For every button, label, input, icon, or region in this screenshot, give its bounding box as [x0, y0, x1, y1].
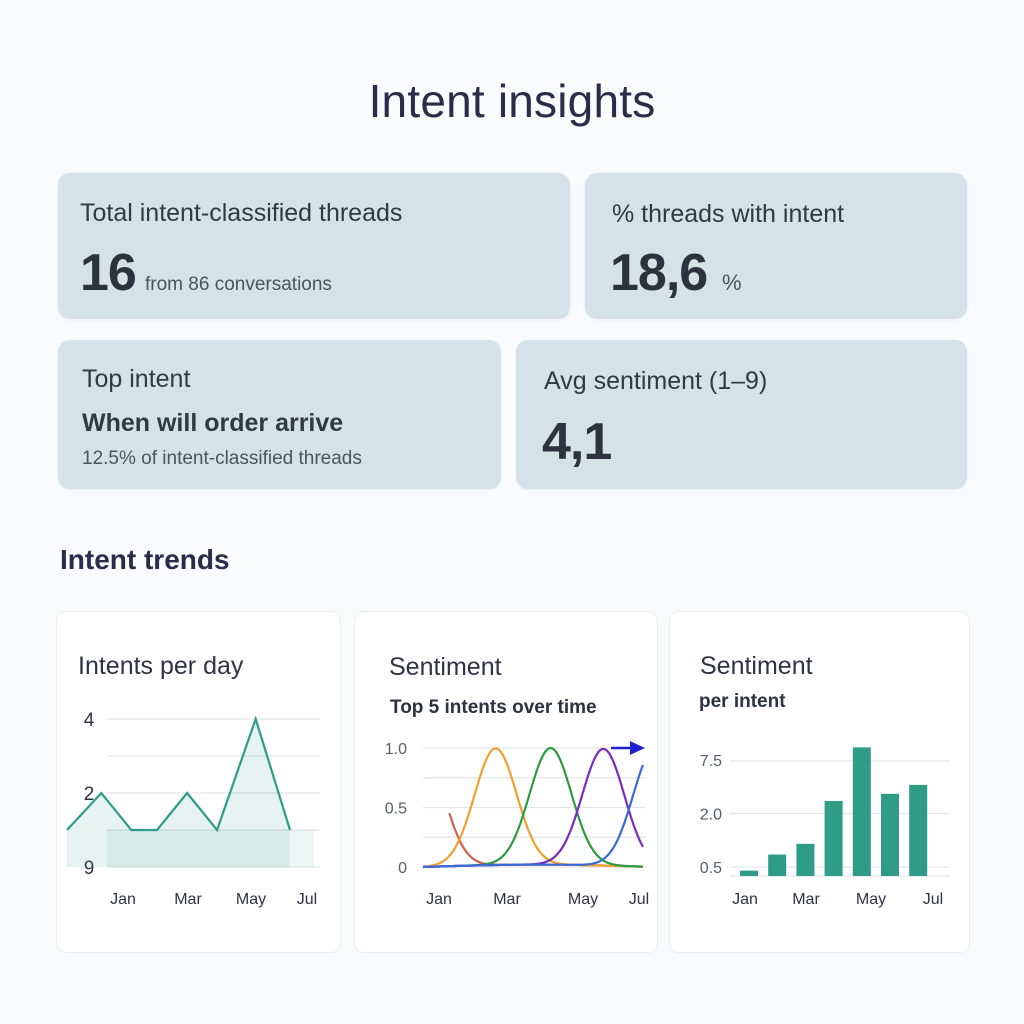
x-tick-label: May: [236, 891, 266, 908]
bar-jul: [909, 784, 928, 876]
chart-subtitle: per intent: [699, 691, 786, 712]
series-line: [66, 715, 292, 833]
bar-jan: [740, 870, 758, 876]
series-line-intent-5: [422, 764, 645, 869]
chart-card-intents-per-day: Intents per day 9 2 4 Jan Mar May Jul: [56, 611, 341, 953]
x-tick-label: Jan: [732, 891, 758, 908]
kpi-percent-label: % threads with intent: [612, 200, 845, 228]
y-tick-label: 0.5: [385, 801, 407, 818]
x-tick-label: Mar: [792, 891, 820, 908]
kpi-total-value: 16: [80, 244, 137, 302]
bar-apr: [824, 800, 843, 876]
kpi-top-intent-label: Top intent: [82, 365, 191, 393]
baseline-band: [107, 830, 314, 867]
arrow-right-icon-head: [630, 741, 645, 755]
chart-title: Sentiment: [700, 652, 813, 680]
kpi-percent-threads: % threads with intent 18,6 %: [585, 173, 967, 319]
kpi-percent-value: 18,6: [610, 244, 708, 302]
sentiment-per-intent-chart: 0.5 2.0 7.5 Jan Mar May Jul: [700, 747, 950, 908]
y-tick-label: 0: [398, 860, 407, 877]
x-tick-label: Jul: [297, 891, 317, 908]
y-tick-label: 4: [84, 710, 95, 731]
x-tick-label: Jan: [110, 891, 136, 908]
x-tick-label: Jan: [426, 891, 452, 908]
kpi-total-threads: Total intent-classified threads 16 from …: [58, 173, 570, 319]
kpi-sentiment-value: 4,1: [542, 413, 612, 471]
bar-jun: [881, 793, 899, 876]
x-tick-label: Mar: [174, 891, 202, 908]
bar-mar: [796, 843, 815, 876]
x-tick-label: Jul: [923, 891, 943, 908]
kpi-sentiment-label: Avg sentiment (1–9): [544, 367, 768, 395]
x-tick-label: May: [856, 891, 886, 908]
chart-card-sentiment-per-intent: Sentiment per intent 0.5 2.0 7.5 Jan Mar May J…: [669, 611, 970, 953]
kpi-top-intent: Top intent When will order arrive 12.5% …: [58, 340, 501, 489]
bar-feb: [768, 854, 787, 876]
y-tick-label: 2.0: [700, 806, 722, 823]
y-tick-label: 9: [84, 858, 95, 879]
kpi-top-intent-note: 12.5% of intent-classified threads: [82, 448, 362, 469]
y-tick-label: 7.5: [700, 753, 722, 770]
y-tick-label: 0.5: [700, 860, 722, 877]
chart-subtitle: Top 5 intents over time: [390, 697, 597, 718]
page-title: Intent insights: [368, 75, 656, 127]
section-title: Intent trends: [60, 544, 230, 575]
x-tick-label: Mar: [493, 891, 521, 908]
chart-title: Intents per day: [78, 652, 244, 680]
kpi-top-intent-value: When will order arrive: [82, 409, 344, 437]
area-fill: [67, 719, 290, 867]
series-line-intent-2: [422, 747, 644, 868]
kpi-avg-sentiment: Avg sentiment (1–9) 4,1: [516, 340, 967, 489]
chart-card-sentiment-top5: Sentiment Top 5 intents over time 0 0.5 1.…: [354, 611, 658, 953]
kpi-total-label: Total intent-classified threads: [80, 199, 403, 227]
kpi-percent-unit: %: [722, 270, 742, 295]
intents-per-day-chart: 9 2 4 Jan Mar May Jul: [66, 710, 320, 908]
y-tick-label: 1.0: [385, 741, 407, 758]
y-tick-label: 2: [84, 784, 95, 805]
x-tick-label: Jul: [629, 891, 649, 908]
chart-title: Sentiment: [389, 653, 502, 681]
kpi-total-note: from 86 conversations: [145, 274, 332, 295]
x-tick-label: May: [568, 891, 598, 908]
sentiment-top5-chart: 0 0.5 1.0 Jan Mar May Jul: [385, 741, 649, 908]
bar-may: [852, 747, 871, 876]
